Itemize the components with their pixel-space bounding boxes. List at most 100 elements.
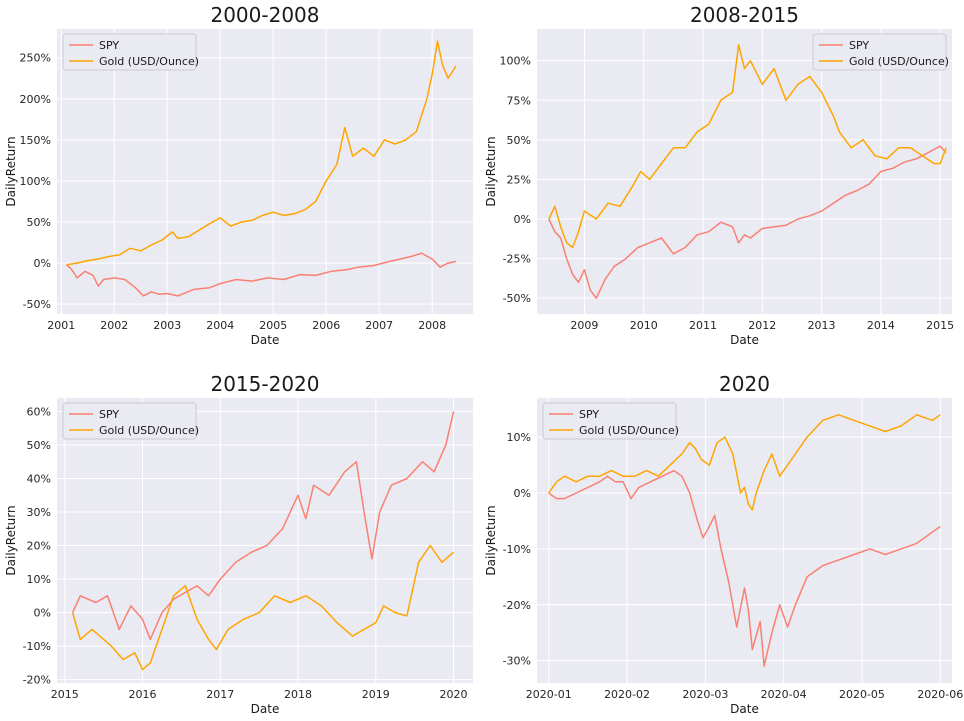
y-tick-label: 0% [514, 213, 531, 226]
series-line-spy [71, 411, 455, 641]
y-tick-label: 75% [507, 94, 531, 107]
x-tick-label: 2014 [867, 319, 895, 332]
x-axis-label: Date [251, 333, 280, 347]
x-tick-label: 2007 [365, 319, 393, 332]
y-axis-label: DailyReturn [4, 505, 18, 575]
y-tick-label: 200% [20, 93, 51, 106]
y-axis-label: DailyReturn [4, 136, 18, 206]
legend-label: Gold (USD/Ounce) [849, 55, 949, 68]
legend-box [542, 402, 677, 440]
x-tick-label: 2002 [100, 319, 128, 332]
legend-label: SPY [849, 39, 869, 52]
plot-area [57, 29, 473, 314]
y-tick-label: 0% [34, 257, 51, 270]
x-tick-label: 2015 [926, 319, 954, 332]
legend-box [62, 402, 197, 440]
y-tick-label: 50% [27, 216, 51, 229]
x-tick-label: 2008 [418, 319, 446, 332]
plot-area [57, 398, 473, 683]
x-tick-label: 2003 [153, 319, 181, 332]
x-tick-label: 2020-02 [604, 688, 650, 701]
y-tick-label: -50% [23, 298, 51, 311]
x-tick-label: 2018 [284, 688, 312, 701]
x-axis-label: Date [730, 333, 759, 347]
legend-box [62, 33, 197, 71]
x-axis-label: Date [251, 702, 280, 716]
x-tick-label: 2004 [206, 319, 234, 332]
x-tick-label: 2020-04 [761, 688, 807, 701]
series-line-gold [66, 40, 457, 266]
legend-label: Gold (USD/Ounce) [99, 424, 199, 437]
x-tick-label: 2020-03 [682, 688, 728, 701]
y-axis-label: DailyReturn [484, 505, 498, 575]
y-axis-label: DailyReturn [484, 136, 498, 206]
x-tick-label: 2011 [689, 319, 717, 332]
y-tick-label: 0% [514, 487, 531, 500]
x-tick-label: 2016 [129, 688, 157, 701]
y-tick-label: 10% [27, 573, 51, 586]
y-tick-label: 250% [20, 52, 51, 65]
y-tick-label: 50% [27, 439, 51, 452]
plot-area [537, 29, 952, 314]
legend-label: Gold (USD/Ounce) [579, 424, 679, 437]
legend-label: SPY [99, 408, 119, 421]
x-tick-label: 2012 [748, 319, 776, 332]
x-tick-label: 2020-01 [526, 688, 572, 701]
legend: SPY Gold (USD/Ounce) [812, 33, 949, 71]
legend-label: SPY [579, 408, 599, 421]
series-line-gold [71, 544, 455, 671]
y-tick-label: -10% [503, 543, 531, 556]
legend: SPY Gold (USD/Ounce) [62, 402, 199, 440]
chart-panel-3: 2015 2016 2017 2018 2019 2020 -20% -10% 0% 10% 20%… [4, 372, 473, 716]
y-tick-label: -10% [23, 640, 51, 653]
y-tick-label: 0% [34, 607, 51, 620]
y-tick-label: 100% [20, 175, 51, 188]
chart-title: 2000-2008 [210, 3, 319, 27]
chart-title: 2015-2020 [210, 372, 319, 396]
y-tick-label: -20% [23, 674, 51, 687]
x-tick-label: 2020-05 [839, 688, 885, 701]
legend-label: Gold (USD/Ounce) [99, 55, 199, 68]
legend-box [812, 33, 947, 71]
series-line-gold [548, 414, 941, 511]
y-tick-label: -50% [503, 292, 531, 305]
x-tick-label: 2006 [312, 319, 340, 332]
x-tick-label: 2009 [570, 319, 598, 332]
x-axis-label: Date [730, 702, 759, 716]
x-tick-label: 2005 [259, 319, 287, 332]
plot-area [537, 398, 952, 683]
y-tick-label: 20% [27, 540, 51, 553]
y-tick-label: 40% [27, 472, 51, 485]
chart-panel-1: 2001 2002 2003 2004 2005 2006 2007 2008 -50% 0% 50… [4, 3, 473, 347]
y-tick-label: 50% [507, 134, 531, 147]
y-tick-label: 100% [500, 55, 531, 68]
y-tick-label: -30% [503, 655, 531, 668]
y-tick-label: 60% [27, 405, 51, 418]
x-tick-label: 2019 [362, 688, 390, 701]
chart-panel-2: 2009 2010 2011 2012 2013 2014 2015 -50% -25% 0% 25… [484, 3, 954, 347]
x-tick-label: 2001 [47, 319, 75, 332]
legend: SPY Gold (USD/Ounce) [62, 33, 199, 71]
x-tick-label: 2017 [206, 688, 234, 701]
legend-label: SPY [99, 39, 119, 52]
y-tick-label: 10% [507, 431, 531, 444]
chart-title: 2020 [719, 372, 770, 396]
series-line-spy [65, 252, 457, 297]
y-tick-label: 150% [20, 134, 51, 147]
series-line-gold [548, 44, 947, 249]
x-tick-label: 2015 [51, 688, 79, 701]
legend: SPY Gold (USD/Ounce) [542, 402, 679, 440]
x-tick-label: 2020-06 [917, 688, 963, 701]
x-tick-label: 2020 [440, 688, 468, 701]
chart-panel-4: 2020-01 2020-02 2020-03 2020-04 2020-05 2020-… [484, 372, 963, 716]
y-tick-label: -20% [503, 599, 531, 612]
series-line-spy [548, 145, 947, 299]
x-tick-label: 2010 [630, 319, 658, 332]
y-tick-label: -25% [503, 253, 531, 266]
y-tick-label: 25% [507, 173, 531, 186]
series-line-spy [548, 469, 941, 667]
y-tick-label: 30% [27, 506, 51, 519]
chart-title: 2008-2015 [690, 3, 799, 27]
x-tick-label: 2013 [808, 319, 836, 332]
